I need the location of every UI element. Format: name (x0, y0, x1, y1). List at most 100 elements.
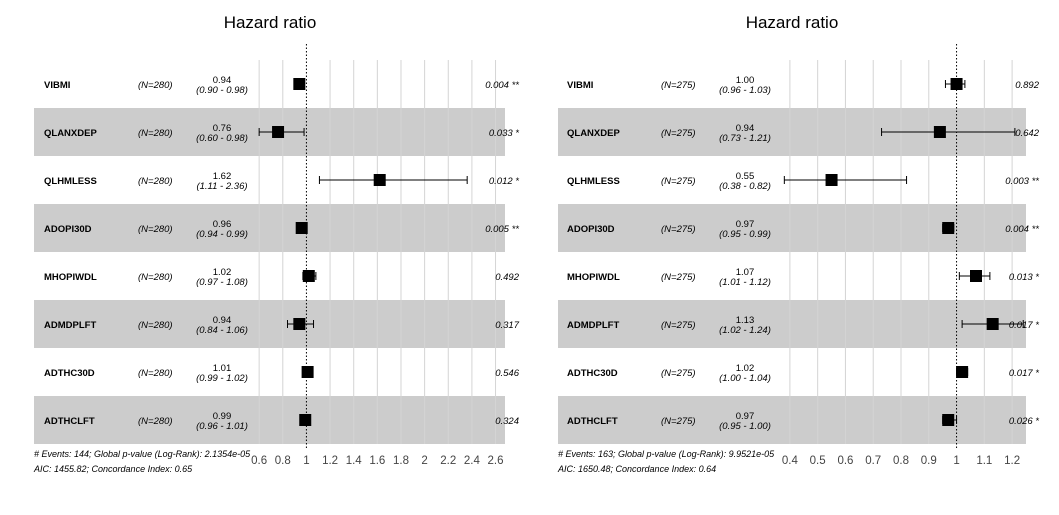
p-value: 0.004 ** (485, 80, 519, 91)
hr-value: 0.94 (213, 315, 232, 326)
variable-label: QLHMLESS (44, 176, 97, 187)
hr-value: 0.94 (213, 75, 232, 86)
forest-row: ADTHCLFT (N=280) 0.99(0.96 - 1.01) 0.324 (44, 411, 519, 432)
footer-text: AIC: 1650.48; Concordance Index: 0.64 (557, 464, 716, 474)
hr-value: 1.02 (213, 267, 232, 278)
forest-row: VIBMI (N=275) 1.00(0.96 - 1.03) 0.892 (567, 75, 1040, 96)
forest-row: ADTHCLFT (N=275) 0.97(0.95 - 1.00) 0.026 * (567, 411, 1039, 432)
hr-value: 1.00 (736, 75, 755, 86)
variable-label: QLANXDEP (567, 128, 620, 139)
n-label: (N=280) (138, 176, 173, 187)
hr-marker (301, 366, 314, 378)
hr-marker (942, 414, 955, 426)
hr-marker (299, 414, 312, 426)
tick-label: 2.4 (464, 455, 481, 467)
p-value: 0.546 (495, 368, 519, 379)
ci-value: (1.01 - 1.12) (719, 277, 771, 288)
hr-marker (956, 366, 969, 378)
ci-value: (0.84 - 1.06) (196, 325, 248, 336)
row-stripe (34, 300, 505, 348)
forest-row: QLANXDEP (N=275) 0.94(0.73 - 1.21) 0.642 (567, 123, 1040, 144)
tick-label: 1 (303, 455, 309, 467)
ci-value: (0.95 - 1.00) (719, 421, 771, 432)
n-label: (N=280) (138, 416, 173, 427)
hr-value: 1.01 (213, 363, 232, 374)
tick-label: 1.2 (322, 455, 338, 467)
n-label: (N=275) (661, 272, 696, 283)
forest-row: ADTHC30D (N=275) 1.02(1.00 - 1.04) 0.017 * (567, 363, 1039, 384)
n-label: (N=280) (138, 272, 173, 283)
variable-label: QLHMLESS (567, 176, 620, 187)
p-value: 0.013 * (1009, 272, 1039, 283)
ci-value: (1.02 - 1.24) (719, 325, 771, 336)
forest-row: MHOPIWDL (N=280) 1.02(0.97 - 1.08) 0.492 (44, 267, 520, 288)
n-label: (N=275) (661, 176, 696, 187)
tick-label: 1.4 (346, 455, 363, 467)
ci-value: (0.94 - 0.99) (196, 229, 248, 240)
ci-value: (0.60 - 0.98) (196, 133, 248, 144)
chart-title: Hazard ratio (746, 13, 839, 32)
ci-value: (0.97 - 1.08) (196, 277, 248, 288)
variable-label: ADMDPLFT (567, 320, 619, 331)
tick-label: 2.6 (488, 455, 504, 467)
forest-row: ADOPI30D (N=275) 0.97(0.95 - 0.99) 0.004 ** (567, 219, 1039, 240)
n-label: (N=280) (138, 368, 173, 379)
hr-marker (950, 78, 963, 90)
ci-value: (0.38 - 0.82) (719, 181, 771, 192)
n-label: (N=275) (661, 80, 696, 91)
hr-value: 1.13 (736, 315, 755, 326)
forest-row: QLHMLESS (N=280) 1.62(1.11 - 2.36) 0.012 * (44, 171, 519, 192)
tick-label: 0.5 (810, 455, 826, 467)
variable-label: ADTHCLFT (44, 416, 95, 427)
hr-value: 0.94 (736, 123, 755, 134)
ci-value: (0.96 - 1.01) (196, 421, 248, 432)
hr-value: 0.76 (213, 123, 232, 134)
tick-label: 0.9 (921, 455, 937, 467)
hr-marker (293, 318, 306, 330)
tick-label: 0.7 (865, 455, 881, 467)
n-label: (N=275) (661, 224, 696, 235)
row-stripe (34, 396, 505, 444)
tick-label: 1.1 (976, 455, 992, 467)
p-value: 0.003 ** (1005, 176, 1039, 187)
hr-marker (942, 222, 955, 234)
row-stripe (558, 300, 1026, 348)
variable-label: ADOPI30D (44, 224, 92, 235)
p-value: 0.017 * (1009, 320, 1039, 331)
ci-value: (0.96 - 1.03) (719, 85, 771, 96)
forest-row: MHOPIWDL (N=275) 1.07(1.01 - 1.12) 0.013 * (567, 267, 1039, 288)
forest-row: ADMDPLFT (N=280) 0.94(0.84 - 1.06) 0.317 (44, 315, 520, 336)
forest-row: VIBMI (N=280) 0.94(0.90 - 0.98) 0.004 ** (44, 75, 519, 96)
ci-value: (0.95 - 0.99) (719, 229, 771, 240)
ci-value: (1.00 - 1.04) (719, 373, 771, 384)
hr-value: 1.62 (213, 171, 232, 182)
variable-label: ADTHC30D (567, 368, 618, 379)
variable-label: VIBMI (44, 80, 70, 91)
tick-label: 0.6 (837, 455, 853, 467)
variable-label: ADMDPLFT (44, 320, 96, 331)
p-value: 0.012 * (489, 176, 519, 187)
p-value: 0.026 * (1009, 416, 1039, 427)
tick-label: 2 (421, 455, 427, 467)
forest-panel-2: Hazard ratio VIBMI (N=275) 1.00(0.96 - 1.03… (557, 13, 1040, 474)
tick-label: 1.6 (369, 455, 385, 467)
variable-label: ADOPI30D (567, 224, 615, 235)
hr-marker (295, 222, 308, 234)
row-stripe (34, 204, 505, 252)
ci-value: (1.11 - 2.36) (196, 181, 247, 192)
variable-label: VIBMI (567, 80, 593, 91)
tick-label: 1.2 (1004, 455, 1020, 467)
n-label: (N=275) (661, 320, 696, 331)
hr-value: 0.97 (736, 411, 755, 422)
variable-label: MHOPIWDL (567, 272, 620, 283)
hr-value: 0.55 (736, 171, 755, 182)
hr-value: 0.99 (213, 411, 232, 422)
forest-row: ADTHC30D (N=280) 1.01(0.99 - 1.02) 0.546 (44, 363, 520, 384)
hr-marker (302, 270, 315, 282)
hr-value: 1.07 (736, 267, 755, 278)
hr-marker (293, 78, 306, 90)
p-value: 0.324 (495, 416, 519, 427)
footer-text: # Events: 163; Global p-value (Log-Rank)… (558, 449, 775, 459)
n-label: (N=280) (138, 128, 173, 139)
ci-value: (0.90 - 0.98) (196, 85, 248, 96)
